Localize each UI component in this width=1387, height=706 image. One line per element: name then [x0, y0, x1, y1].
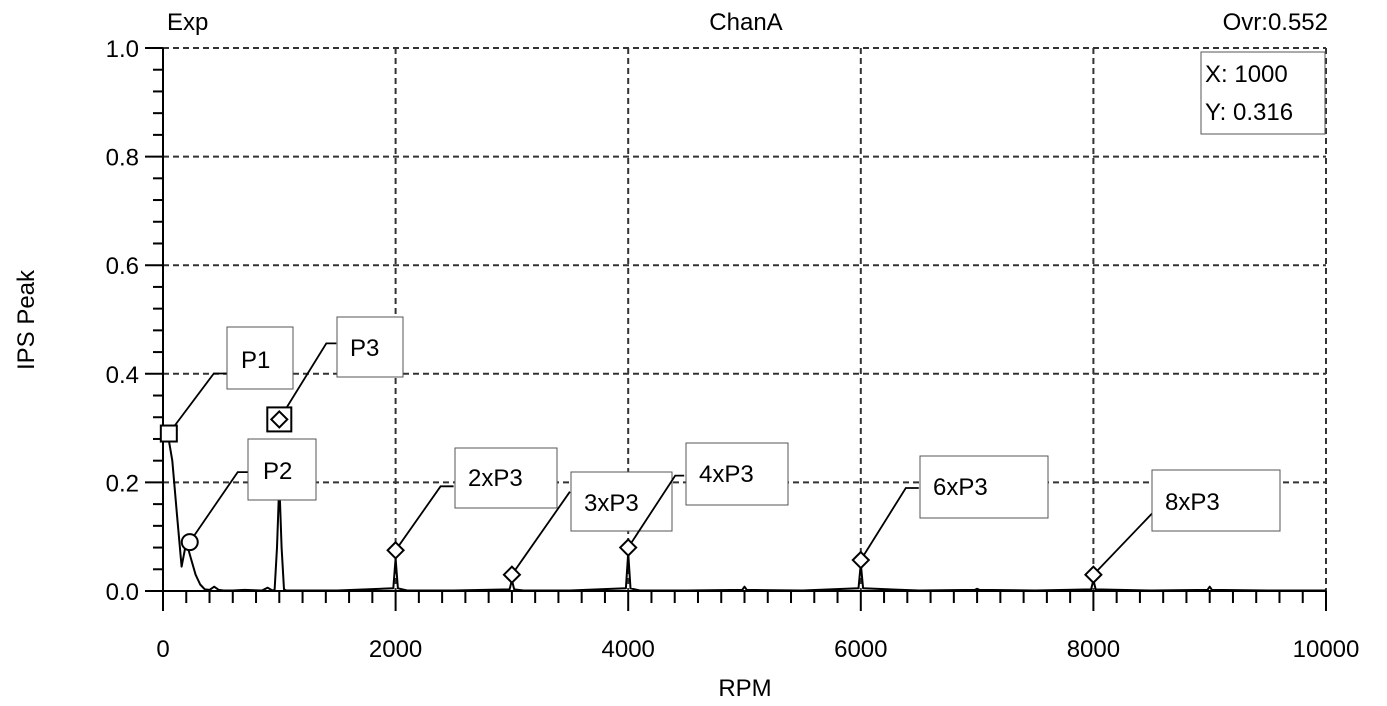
- marker-diamond-3xp3: [502, 565, 522, 585]
- callout-leader-6xp3: [860, 487, 919, 561]
- chart-title: ChanA: [709, 9, 782, 36]
- x-axis-label: RPM: [718, 675, 771, 702]
- y-tick-label: 0.8: [106, 145, 139, 172]
- x-tick-label: 4000: [602, 636, 655, 663]
- callout-leader-2xp3: [394, 485, 454, 551]
- callout-box-8xp3: [1151, 469, 1281, 532]
- x-tick-label: 0: [156, 636, 169, 663]
- cursor-x-readout: X: 1000: [1205, 61, 1288, 88]
- callout-box-3xp3: [570, 471, 673, 532]
- callout-label-2xp3: 2xP3: [468, 465, 523, 492]
- callout-layer: P1 P2 P3 2xP3 3xP3 4xP3 6xP3 8xP3: [168, 316, 1281, 576]
- y-axis-label: IPS Peak: [13, 269, 40, 370]
- callout-label-p3: P3: [350, 335, 379, 362]
- marker-square-p1: [159, 424, 178, 443]
- marker-circle-p2: [180, 533, 199, 552]
- callout-label-3xp3: 3xP3: [584, 490, 639, 517]
- callout-leader-p3: [278, 342, 337, 420]
- callout-label-p2: P2: [263, 458, 292, 485]
- cursor-readout: X: 1000 Y: 0.316: [1200, 51, 1326, 135]
- x-tick-label: 10000: [1293, 636, 1360, 663]
- top-left-label: Exp: [167, 9, 208, 36]
- callout-box-p3: [336, 316, 404, 378]
- callout-box-6xp3: [919, 455, 1049, 519]
- callout-box-p2: [247, 438, 317, 501]
- x-tick-label: 2000: [369, 636, 422, 663]
- marker-diamond-4xp3: [618, 538, 638, 557]
- y-tick-label: 1.0: [106, 36, 139, 63]
- y-tick-label: 0.6: [106, 253, 139, 280]
- marker-diamond-p3: [269, 409, 289, 429]
- y-tick-label: 0.4: [106, 362, 139, 389]
- callout-box-4xp3: [685, 442, 789, 506]
- marker-diamond-6xp3: [851, 550, 871, 570]
- callout-leader-p1: [168, 372, 233, 435]
- callout-label-6xp3: 6xP3: [933, 474, 988, 501]
- marker-diamond-2xp3: [386, 540, 406, 560]
- callout-box-2xp3: [454, 447, 558, 509]
- spectrum-trace: [163, 432, 1326, 592]
- x-tick-label: 8000: [1067, 636, 1120, 663]
- cursor-y-readout: Y: 0.316: [1205, 99, 1293, 126]
- callout-leader-3xp3: [511, 491, 571, 576]
- x-tick-label: 6000: [834, 636, 887, 663]
- callout-leader-4xp3: [627, 474, 685, 549]
- marker-layer: [159, 406, 1103, 585]
- callout-label-p1: P1: [241, 347, 270, 374]
- axes: 0.0 0.2 0.4 0.6 0.8 1.0 0 2000 4000 6000 8000 10000: [106, 36, 1360, 663]
- trace-layer: [163, 432, 1326, 592]
- top-right-label: Ovr:0.552: [1223, 9, 1328, 36]
- callout-box-p1: [226, 326, 294, 390]
- marker-diamond-8xp3: [1083, 565, 1103, 585]
- cursor-readout-box: [1200, 51, 1326, 135]
- callout-label-8xp3: 8xP3: [1165, 489, 1220, 516]
- y-tick-label: 0.2: [106, 470, 139, 497]
- y-tick-label: 0.0: [106, 579, 139, 606]
- callout-label-4xp3: 4xP3: [699, 461, 754, 488]
